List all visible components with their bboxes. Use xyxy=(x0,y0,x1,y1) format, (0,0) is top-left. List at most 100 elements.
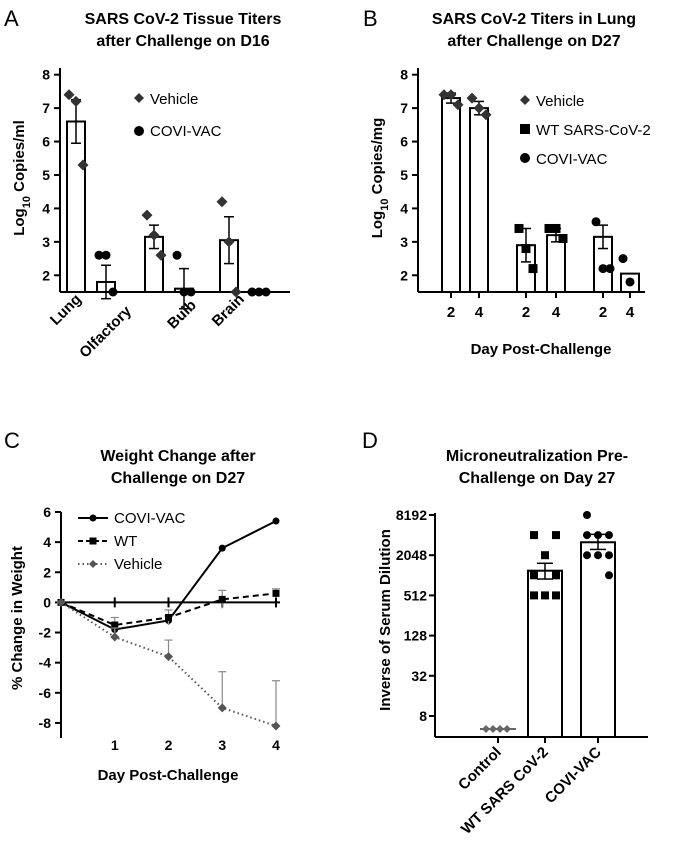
panel-d-data-point xyxy=(605,531,613,540)
panel-a-data-point xyxy=(186,287,196,297)
panel-d-data-point xyxy=(482,725,490,733)
panel-c-legend-covivac: COVI-VAC xyxy=(114,510,186,527)
panel-a-data-point xyxy=(223,236,235,248)
panel-a-ylabel: Log10 Copies/ml xyxy=(11,120,33,236)
panel-b-legend-wt: WT SARS-CoV-2 xyxy=(536,122,651,139)
panel-b-x-tick-label: 4 xyxy=(475,304,484,321)
panel-b-data-point xyxy=(438,89,450,101)
panel-d-data-point xyxy=(605,571,613,580)
panel-b-data-point xyxy=(514,223,524,233)
panel-a-data-point xyxy=(247,287,257,297)
panel-c-y-tick-label: 2 xyxy=(43,564,51,580)
panel-a-y-tick-label: 6 xyxy=(42,134,50,150)
panel-a-y-tick-label: 3 xyxy=(42,234,50,250)
panel-c-title-line2: Challenge on D27 xyxy=(111,470,245,487)
panel-d-data-point xyxy=(541,551,549,560)
panel-b: B SARS CoV-2 Titers in Lung after Challe… xyxy=(363,6,651,358)
panel-d-data-point xyxy=(583,511,591,519)
panel-a-data-point xyxy=(148,229,160,241)
panel-d-x-tick-label: COVI-VAC xyxy=(542,744,605,807)
panel-c-y-tick-label: 6 xyxy=(43,504,51,520)
panel-d-data-point xyxy=(552,571,560,580)
panel-a-y-tick-label: 8 xyxy=(42,67,50,83)
panel-d-data-point xyxy=(583,531,591,540)
panel-b-x-tick-label: 2 xyxy=(522,304,530,321)
panel-a-data-point xyxy=(155,249,167,261)
panel-a-legend-vehicle: Vehicle xyxy=(150,91,198,108)
panel-a-x-tick-label: Brain xyxy=(209,291,248,330)
legend-square-marker xyxy=(89,537,97,545)
panel-b-y-tick-label: 4 xyxy=(400,200,408,216)
panel-a-bar xyxy=(66,120,86,293)
panel-c-data-point xyxy=(272,517,280,525)
panel-b-data-point xyxy=(598,264,608,274)
panel-d-data-point xyxy=(552,531,560,540)
panel-b-letter: B xyxy=(363,6,378,31)
panel-c-data-point xyxy=(217,703,227,713)
panel-d-data-point xyxy=(530,571,538,580)
panel-d-data-point xyxy=(594,551,602,560)
panel-c-ylabel: % Change in Weight xyxy=(9,546,26,690)
panel-a-data-point xyxy=(77,159,89,171)
panel-d: D Microneutralization Pre- Challenge on … xyxy=(362,428,648,838)
panel-b-bar xyxy=(441,97,461,293)
panel-b-data-point xyxy=(591,217,601,227)
panel-b-data-point xyxy=(480,109,492,121)
panel-b-ylabel: Log10 Copies/mg xyxy=(369,118,391,239)
panel-d-ylabel: Inverse of Serum Dilution xyxy=(377,529,394,711)
panel-c-letter: C xyxy=(4,428,20,453)
legend-square-marker xyxy=(520,124,530,134)
panel-a-data-point xyxy=(94,250,104,260)
panel-a-data-point xyxy=(63,89,75,101)
panel-d-title-line1: Microneutralization Pre- xyxy=(446,448,628,465)
panel-c-xlabel: Day Post-Challenge xyxy=(98,767,239,784)
panel-d-y-tick-label: 32 xyxy=(411,668,427,684)
panel-c-y-tick-label: -6 xyxy=(39,685,52,701)
panel-a-y-tick-label: 7 xyxy=(42,100,50,116)
panel-c-data-point xyxy=(271,721,281,731)
panel-b-x-tick-label: 2 xyxy=(447,304,455,321)
panel-c-y-tick-label: -8 xyxy=(39,715,52,731)
legend-circle-marker xyxy=(520,153,530,163)
panel-d-x-tick-label: WT SARS CoV-2 xyxy=(458,744,552,838)
panel-b-x-tick-label: 4 xyxy=(626,304,635,321)
panel-d-data-point xyxy=(496,725,504,733)
panel-b-data-point xyxy=(544,223,554,233)
panel-b-y-tick-label: 8 xyxy=(400,67,408,83)
panel-a-title-line1: SARS CoV-2 Tissue Titers xyxy=(85,11,282,28)
panel-b-data-point xyxy=(452,99,464,111)
panel-b-x-tick-label: 2 xyxy=(599,304,607,321)
panel-b-data-point xyxy=(521,244,531,254)
panel-b-data-point xyxy=(528,264,538,274)
panel-a-legend-covivac: COVI-VAC xyxy=(150,123,222,140)
panel-a-data-point xyxy=(261,287,271,297)
panel-a-y-tick-label: 4 xyxy=(42,200,50,216)
panel-c-x-tick-label: 2 xyxy=(165,737,173,753)
panel-c-legend-wt: WT xyxy=(114,533,137,550)
panel-a-data-point xyxy=(70,95,82,107)
panel-d-data-point xyxy=(594,531,602,540)
panel-a-x-tick-label: Olfactory xyxy=(76,302,135,361)
panel-c-y-tick-label: 0 xyxy=(43,594,51,610)
panel-d-data-point xyxy=(503,725,511,733)
panel-b-legend-vehicle: Vehicle xyxy=(536,93,584,110)
legend-diamond-marker xyxy=(134,93,144,103)
panel-b-data-point xyxy=(466,92,478,104)
legend-diamond-marker xyxy=(520,95,530,105)
panel-d-data-point xyxy=(605,551,613,560)
panel-b-data-point xyxy=(558,234,568,244)
panel-b-legend: Vehicle WT SARS-CoV-2 COVI-VAC xyxy=(520,93,651,168)
panel-b-xlabel: Day Post-Challenge xyxy=(471,341,612,358)
panel-b-y-tick-label: 6 xyxy=(400,134,408,150)
panel-c-data-point xyxy=(110,632,120,642)
panel-c-y-tick-label: -4 xyxy=(39,655,52,671)
panel-a-data-point xyxy=(179,287,189,297)
panel-c-data-point xyxy=(165,613,172,621)
panel-a: A SARS CoV-2 Tissue Titers after Challen… xyxy=(4,6,290,361)
panel-d-y-tick-label: 2048 xyxy=(396,547,427,563)
panel-c-y-tick-label: 4 xyxy=(43,534,51,550)
panel-c-data-point xyxy=(218,544,226,552)
panel-c-data-point xyxy=(218,595,226,603)
